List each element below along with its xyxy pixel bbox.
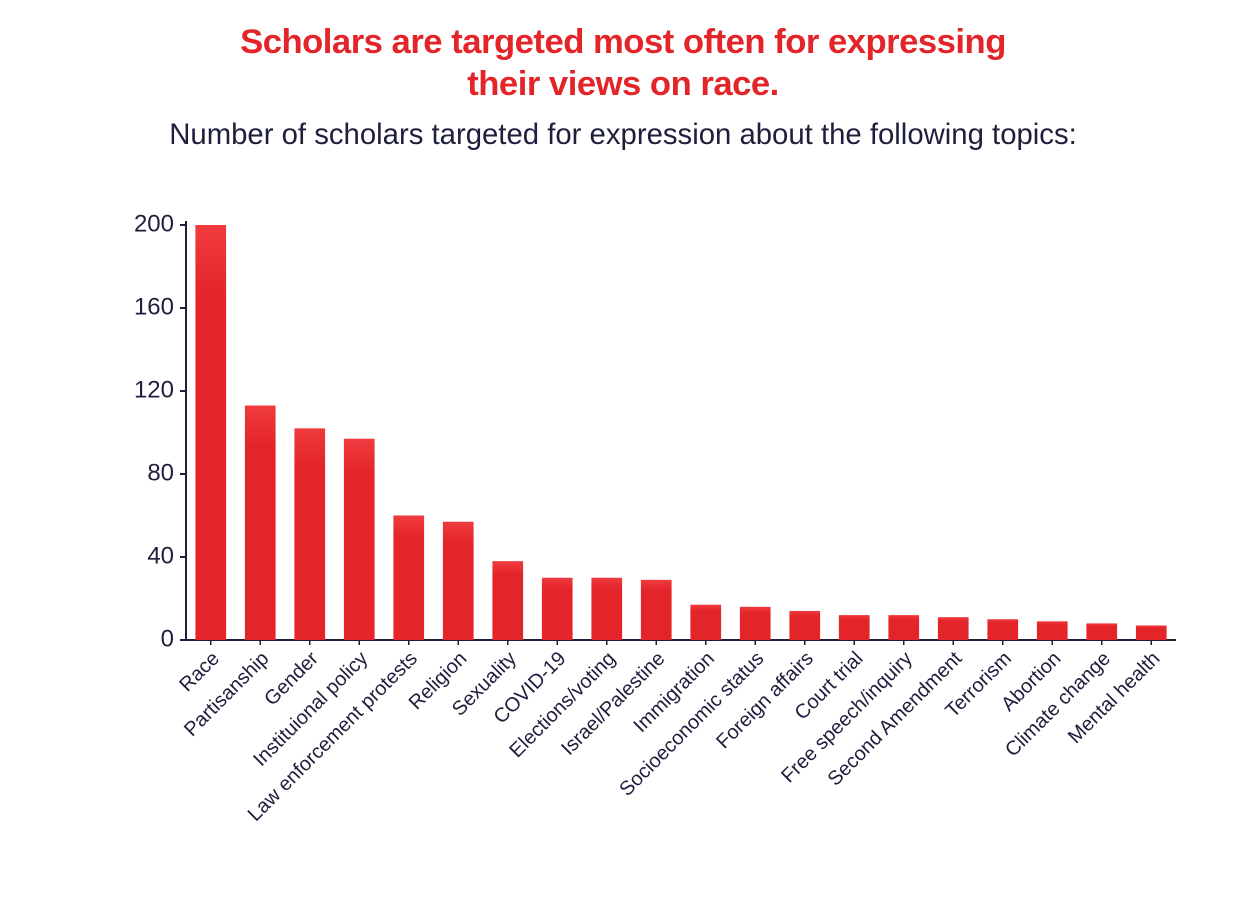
y-tick-label: 200 <box>134 213 174 237</box>
bar <box>789 611 820 640</box>
bar <box>344 439 375 640</box>
chart-title: Scholars are targeted most often for exp… <box>0 22 1246 105</box>
bar-chart: 04080120160200RacePartisanshipGenderInst… <box>126 213 1196 900</box>
bar <box>492 561 523 640</box>
chart-title-line2: their views on race. <box>0 64 1246 106</box>
bar <box>740 607 771 640</box>
bar <box>690 605 721 640</box>
bar <box>591 578 622 640</box>
bar <box>245 406 276 640</box>
bar <box>1136 625 1167 640</box>
chart-svg: 04080120160200RacePartisanshipGenderInst… <box>126 213 1196 900</box>
bar <box>443 522 474 640</box>
bar <box>641 580 672 640</box>
page: Scholars are targeted most often for exp… <box>0 0 1246 904</box>
y-tick-label: 160 <box>134 293 174 320</box>
chart-title-line1: Scholars are targeted most often for exp… <box>0 22 1246 64</box>
bar <box>1086 623 1117 640</box>
bar <box>195 225 226 640</box>
y-tick-label: 0 <box>161 625 174 652</box>
bar <box>1037 621 1068 640</box>
chart-subtitle: Number of scholars targeted for expressi… <box>0 118 1246 152</box>
y-tick-label: 80 <box>147 459 174 486</box>
bar <box>888 615 919 640</box>
bar <box>542 578 573 640</box>
bar <box>839 615 870 640</box>
bar <box>987 619 1018 640</box>
bar <box>294 428 325 640</box>
bar <box>393 516 424 641</box>
y-tick-label: 120 <box>134 376 174 403</box>
bar <box>938 617 969 640</box>
y-tick-label: 40 <box>147 542 174 569</box>
